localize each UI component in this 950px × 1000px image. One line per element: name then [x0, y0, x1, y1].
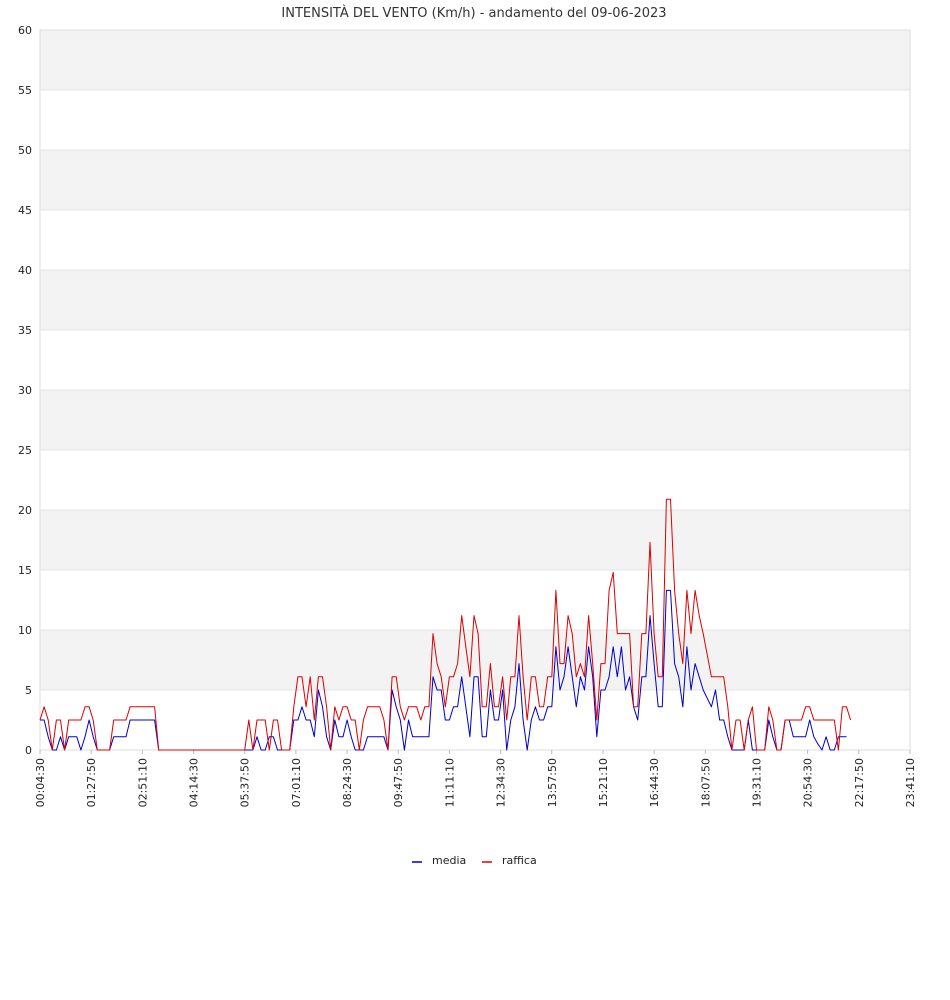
plot-band — [40, 330, 910, 390]
plot-band — [40, 30, 910, 90]
y-axis-ticks: 0 5 10 15 20 25 30 35 40 45 50 55 60 — [18, 24, 32, 757]
x-tick-label: 20:54:30 — [802, 758, 815, 807]
y-tick-label: 40 — [18, 264, 32, 277]
x-tick-label: 23:41:10 — [904, 758, 917, 807]
x-tick-label: 05:37:50 — [239, 758, 252, 807]
x-tick-label: 11:11:10 — [443, 758, 456, 807]
series-line-raffica — [39, 498, 852, 751]
y-tick-label: 10 — [18, 624, 32, 637]
x-tick-label: 02:51:10 — [136, 758, 149, 807]
x-tick-label: 18:07:50 — [699, 758, 712, 807]
y-tick-label: 45 — [18, 204, 32, 217]
x-tick-label: 00:04:30 — [34, 758, 47, 807]
legend-label-media: media — [432, 854, 466, 867]
legend: media raffica — [412, 854, 537, 867]
x-tick-label: 07:01:10 — [290, 758, 303, 807]
y-tick-label: 25 — [18, 444, 32, 457]
plot-band — [40, 690, 910, 750]
plot-band — [40, 210, 910, 270]
plot-band — [40, 510, 910, 570]
x-tick-label: 08:24:30 — [341, 758, 354, 807]
plot-band — [40, 90, 910, 150]
plot-band — [40, 270, 910, 330]
x-tick-label: 01:27:50 — [85, 758, 98, 807]
plot-band — [40, 630, 910, 690]
series-lines — [39, 498, 852, 751]
x-tick-label: 13:57:50 — [546, 758, 559, 807]
plot-frame — [39, 29, 911, 751]
y-tick-label: 35 — [18, 324, 32, 337]
x-tick-label: 22:17:50 — [853, 758, 866, 807]
plot-band — [40, 390, 910, 450]
x-tick-label: 09:47:50 — [392, 758, 405, 807]
y-tick-label: 60 — [18, 24, 32, 37]
plot-bands — [39, 29, 911, 751]
x-tick-label: 16:44:30 — [648, 758, 661, 807]
y-tick-label: 20 — [18, 504, 32, 517]
x-tick-label: 15:21:10 — [597, 758, 610, 807]
y-tick-label: 55 — [18, 84, 32, 97]
x-tick-label: 04:14:30 — [188, 758, 201, 807]
y-tick-label: 5 — [25, 684, 32, 697]
legend-label-raffica: raffica — [502, 854, 537, 867]
plot-band — [40, 150, 910, 210]
plot-band — [40, 450, 910, 510]
y-tick-label: 0 — [25, 744, 32, 757]
y-tick-label: 50 — [18, 144, 32, 157]
y-tick-label: 30 — [18, 384, 32, 397]
x-tick-label: 19:31:10 — [750, 758, 763, 807]
chart-title: INTENSITÀ DEL VENTO (Km/h) - andamento d… — [281, 5, 666, 21]
x-tick-label: 12:34:30 — [495, 758, 508, 807]
y-tick-label: 15 — [18, 564, 32, 577]
x-axis-ticks: 00:04:30 01:27:50 02:51:10 04:14:30 05:37:50… — [34, 750, 917, 807]
